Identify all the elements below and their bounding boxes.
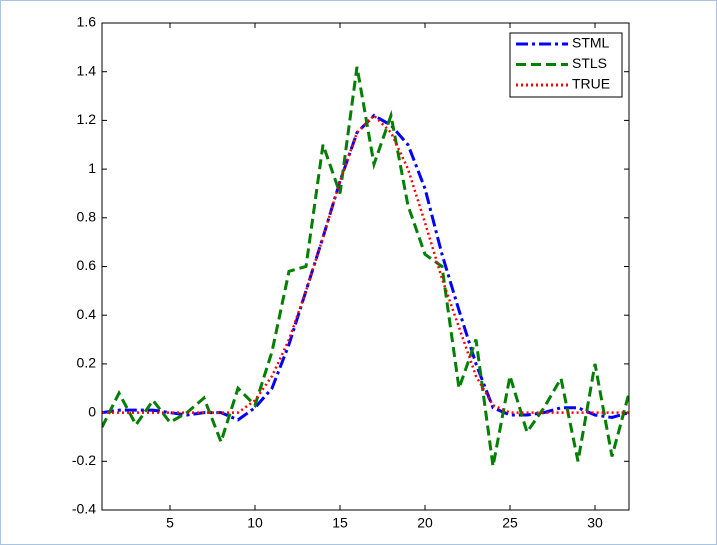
x-tick-label: 30	[587, 515, 603, 531]
x-tick-label: 20	[417, 515, 433, 531]
x-tick-label: 5	[166, 515, 174, 531]
x-tick-label: 15	[332, 515, 348, 531]
legend-label: TRUE	[572, 76, 610, 92]
y-tick-label: 0.8	[77, 209, 97, 225]
y-tick-label: 0.6	[77, 257, 97, 273]
y-tick-label: -0.2	[72, 452, 96, 468]
legend-label: STML	[572, 35, 610, 51]
y-tick-label: 0	[88, 403, 96, 419]
x-tick-label: 10	[247, 515, 263, 531]
series-line	[102, 66, 629, 467]
y-tick-label: 0.4	[77, 306, 97, 322]
y-tick-label: 1	[88, 160, 96, 176]
series-line	[102, 113, 629, 414]
y-tick-label: 1.6	[77, 14, 97, 30]
y-tick-label: 1.4	[77, 62, 97, 78]
axes-box	[101, 22, 630, 511]
plot-area	[102, 23, 629, 510]
y-tick-label: 1.2	[77, 111, 97, 127]
x-tick-label: 25	[502, 515, 518, 531]
y-tick-label: 0.2	[77, 355, 97, 371]
y-tick-label: -0.4	[72, 501, 96, 517]
legend-label: STLS	[572, 55, 607, 71]
